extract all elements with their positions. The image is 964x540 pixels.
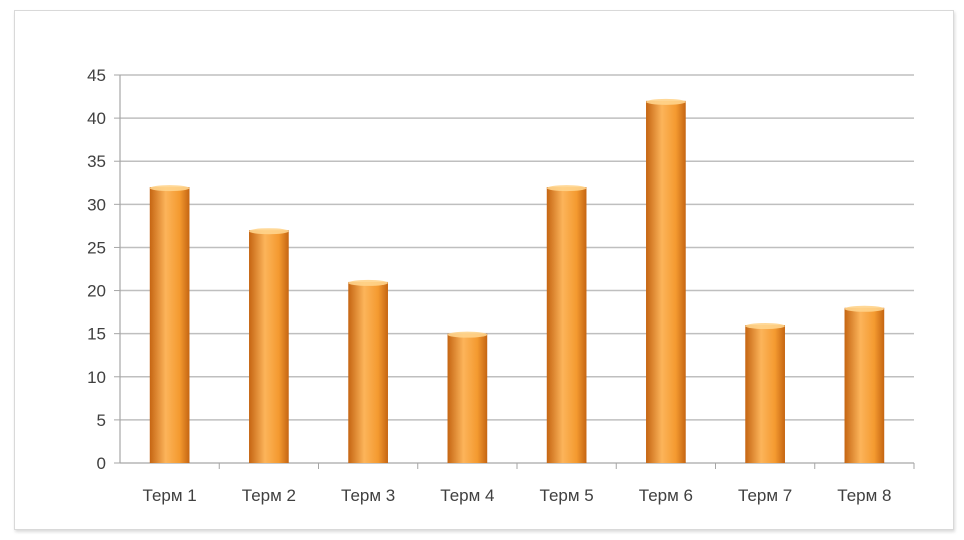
y-tick-label: 10 — [87, 368, 106, 387]
y-tick-label: 30 — [87, 195, 106, 214]
x-tick-label: Терм 3 — [341, 486, 395, 505]
bar-body — [447, 333, 488, 463]
bar-top-cap — [646, 98, 686, 105]
bar-2 — [249, 228, 289, 463]
bar-top-cap — [546, 185, 587, 192]
bars — [149, 98, 885, 464]
y-tick-labels: 0 5 10 15 20 25 30 35 40 45 — [87, 66, 106, 473]
bar-4 — [447, 331, 488, 463]
x-tick-labels: Терм 1 Терм 2 Терм 3 Терм 4 Терм 5 Терм 6 Терм… — [143, 486, 892, 505]
bar-body — [844, 307, 885, 463]
bar-7 — [745, 323, 785, 463]
gridlines — [120, 74, 914, 421]
bar-1 — [149, 185, 190, 464]
x-tick-label: Терм 2 — [242, 486, 296, 505]
bar-body — [149, 187, 190, 464]
bar-top-cap — [447, 331, 488, 338]
y-tick-label: 25 — [87, 238, 106, 257]
bar-body — [546, 187, 587, 464]
bar-body — [348, 281, 388, 463]
x-tick-label: Терм 8 — [837, 486, 891, 505]
bar-top-cap — [844, 305, 885, 312]
x-tick-label: Терм 1 — [143, 486, 197, 505]
bar-5 — [546, 185, 587, 464]
x-tick-label: Терм 7 — [738, 486, 792, 505]
axes — [114, 74, 915, 469]
y-tick-label: 40 — [87, 109, 106, 128]
bar-3 — [348, 279, 388, 463]
x-tick-label: Терм 6 — [639, 486, 693, 505]
bar-top-cap — [149, 185, 190, 192]
bar-body — [249, 230, 289, 463]
y-tick-label: 5 — [97, 411, 106, 430]
x-tick-label: Терм 4 — [440, 486, 494, 505]
y-tick-label: 45 — [87, 66, 106, 85]
x-tick-label: Терм 5 — [540, 486, 594, 505]
y-tick-label: 15 — [87, 325, 106, 344]
y-tick-label: 20 — [87, 282, 106, 301]
bar-top-cap — [745, 323, 785, 330]
bar-6 — [646, 98, 686, 463]
bar-top-cap — [249, 228, 289, 235]
bar-top-cap — [348, 279, 388, 286]
bar-body — [646, 100, 686, 463]
bar-8 — [844, 305, 885, 463]
bar-body — [745, 325, 785, 463]
y-tick-label: 35 — [87, 152, 106, 171]
y-tick-label: 0 — [97, 454, 106, 473]
